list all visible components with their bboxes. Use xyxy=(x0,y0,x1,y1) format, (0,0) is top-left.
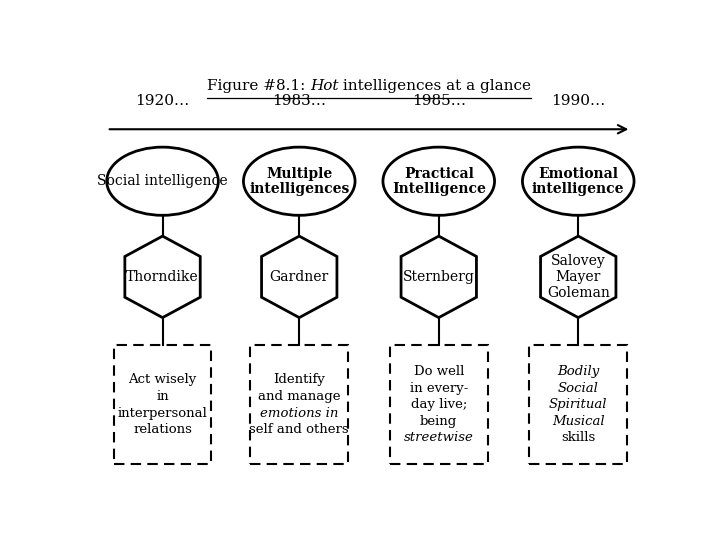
Text: 1985…: 1985… xyxy=(412,94,466,109)
Text: intelligences: intelligences xyxy=(249,181,349,195)
Text: Thorndike: Thorndike xyxy=(126,270,199,284)
Text: Emotional: Emotional xyxy=(539,167,618,181)
Text: day live;: day live; xyxy=(410,398,467,411)
Text: Identify: Identify xyxy=(274,373,325,386)
Text: relations: relations xyxy=(133,423,192,436)
Text: being: being xyxy=(420,415,457,428)
Text: Figure #8.1:: Figure #8.1: xyxy=(207,79,310,93)
Text: 1990…: 1990… xyxy=(551,94,606,109)
Text: Social intelligence: Social intelligence xyxy=(97,174,228,188)
Text: in: in xyxy=(156,390,169,403)
Text: Goleman: Goleman xyxy=(546,286,610,300)
Text: Do well: Do well xyxy=(413,365,464,378)
Text: interpersonal: interpersonal xyxy=(117,407,207,420)
Text: skills: skills xyxy=(561,431,595,444)
Text: self and others: self and others xyxy=(249,423,349,436)
Text: intelligence: intelligence xyxy=(532,181,624,195)
Text: Sternberg: Sternberg xyxy=(402,270,474,284)
Text: 1920…: 1920… xyxy=(135,94,189,109)
Text: Intelligence: Intelligence xyxy=(392,181,486,195)
Text: Social: Social xyxy=(558,382,599,395)
Text: Bodily: Bodily xyxy=(557,365,599,378)
Text: Practical: Practical xyxy=(404,167,474,181)
Text: Act wisely: Act wisely xyxy=(128,373,197,386)
Text: and manage: and manage xyxy=(258,390,341,403)
Text: 1983…: 1983… xyxy=(272,94,326,109)
Text: in every-: in every- xyxy=(410,382,468,395)
Text: intelligences at a glance: intelligences at a glance xyxy=(338,79,531,93)
Text: Gardner: Gardner xyxy=(269,270,329,284)
Text: streetwise: streetwise xyxy=(404,431,474,444)
Text: Salovey: Salovey xyxy=(551,254,606,268)
Text: Mayer: Mayer xyxy=(556,270,601,284)
Text: Multiple: Multiple xyxy=(266,167,333,181)
Text: emotions in: emotions in xyxy=(260,407,338,420)
Text: Hot: Hot xyxy=(310,79,338,93)
Text: Musical: Musical xyxy=(552,415,605,428)
Text: Spiritual: Spiritual xyxy=(549,398,608,411)
